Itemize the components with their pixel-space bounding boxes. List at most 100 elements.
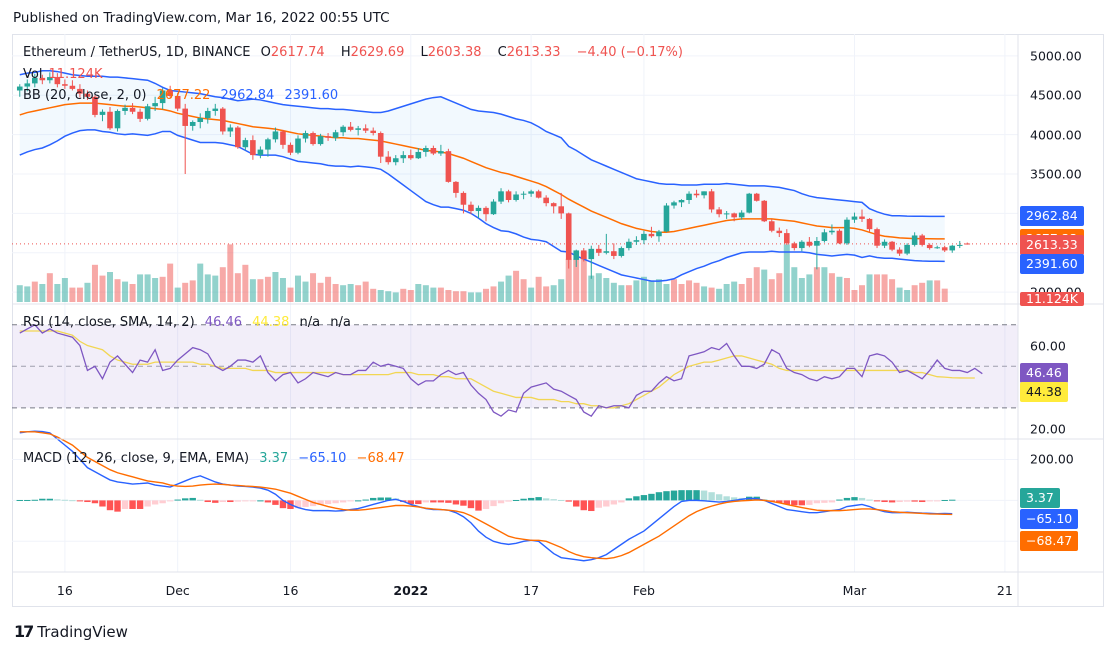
candle-body [24,83,31,87]
macd-hist-bar [212,500,219,503]
macd-hist-bar [475,500,482,511]
macd-hist-bar [272,500,279,505]
macd-hist-bar [422,500,430,503]
macd-hist-tag: 3.37 [1020,488,1060,509]
macd-hist-bar [197,499,204,501]
open-value: 2617.74 [270,45,325,60]
chart-canvas[interactable] [12,34,1104,608]
volume-label[interactable]: Vol [23,67,43,82]
macd-label[interactable]: MACD (12, 26, close, 9, EMA, EMA) [23,451,250,466]
candle-body [152,103,158,107]
candle-body [144,106,151,119]
candle-body [686,193,692,200]
macd-hist-bar [482,500,490,509]
high-label: H [340,45,351,60]
candle-body [618,248,625,256]
tradingview-logo[interactable]: 17 TradingView [14,622,128,641]
candle-body [445,151,452,182]
close-value: 2613.33 [506,45,561,60]
volume-bar [550,285,557,302]
volume-bar [806,274,813,302]
macd-hist-bar [204,500,211,503]
time-axis-label: Feb [632,583,655,598]
macd-hist-bar [166,500,174,502]
macd-hist-bar [219,500,226,503]
candle-body [580,250,587,260]
macd-hist-bar [806,500,813,505]
time-axis-label: 21 [996,583,1013,598]
candle-body [295,138,301,153]
macd-hist-bar [24,499,31,501]
macd-hist-bar [633,496,640,501]
macd-hist-bar [182,498,189,501]
symbol-title[interactable]: Ethereum / TetherUS, 1D, BINANCE [23,45,251,60]
volume-bar [490,286,497,302]
macd-hist-bar [264,500,272,503]
candle-body [799,241,805,249]
macd-hist-bar [84,500,91,503]
volume-bar [603,278,610,302]
macd-hist-bar [151,500,159,505]
last-price-tag: 2613.33 [1020,234,1084,255]
rsi-axis-label: 60.00 [1030,338,1066,354]
candle-body [753,193,760,201]
macd-hist-bar [121,500,129,509]
candle-body [588,248,595,260]
volume-bar [859,285,865,302]
volume-bar [317,282,324,302]
macd-hist-bar [227,500,234,503]
macd-hist-bar [430,500,437,503]
macd-hist-bar [715,494,723,501]
candle-body [438,151,444,154]
macd-hist-bar [941,499,948,501]
candle-body [197,118,204,122]
candle-body [332,132,339,138]
volume-bar [588,275,595,302]
candle-body [272,131,279,140]
volume-bar [144,274,151,302]
candle-body [483,207,489,215]
volume-bar [234,273,241,302]
macd-hist-bar [535,497,542,501]
candle-body [671,202,677,206]
macd-hist-bar [618,500,625,503]
macd-hist-bar [896,500,903,503]
volume-bar [768,279,775,302]
macd-hist-bar [663,491,670,501]
macd-hist-bar [309,500,317,507]
bb-label[interactable]: BB (20, close, 2, 0) [23,88,147,103]
macd-hist-bar [339,500,347,503]
volume-bar [633,280,640,302]
macd-hist-bar [670,490,678,501]
open-label: O [260,45,271,60]
rsi-label[interactable]: RSI (14, close, SMA, 14, 2) [23,315,195,330]
candle-body [535,191,542,198]
candle-body [250,140,256,156]
candle-body [423,148,429,152]
bb-basis-line [19,102,945,240]
volume-bar [843,278,850,302]
volume-bar [325,276,332,302]
macd-hist-bar [610,500,618,505]
candle-body [122,107,128,111]
volume-bar [640,276,647,302]
volume-bar [182,282,189,302]
volume-bar [445,290,452,302]
candle-body [814,240,820,246]
macd-hist-bar [821,500,828,503]
macd-hist-bar [362,499,369,501]
volume-bar [648,280,655,302]
candle-body [941,247,948,251]
candle-body [280,131,286,145]
tradingview-logo-icon: 17 [14,622,34,641]
macd-hist-bar [249,500,257,502]
macd-hist-bar [836,499,843,501]
volume-bar [505,275,512,302]
candle-body [235,127,241,148]
volume-bar [174,287,181,302]
volume-bar [152,278,159,302]
macd-hist-bar [625,498,633,501]
volume-bar [310,273,317,302]
macd-hist-bar [159,500,166,504]
time-axis-label: 16 [282,583,299,598]
